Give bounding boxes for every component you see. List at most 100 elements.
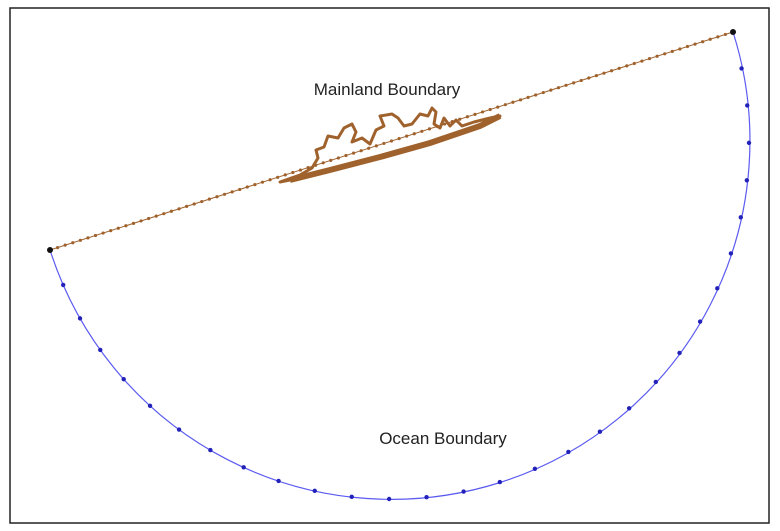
ocean-node [715,286,720,291]
mainland-node [541,90,545,95]
mainland-node [253,183,257,187]
mainland-node [564,83,568,87]
mainland-node [260,180,265,184]
ocean-node [566,449,571,455]
mainland-node [78,238,82,242]
ocean-node [597,429,603,434]
mainland-node [397,136,401,141]
mainland-boundary [49,31,734,251]
mainland-node [420,129,424,133]
ocean-node [312,488,317,493]
ocean-node [241,465,246,470]
mainland-node [329,158,333,162]
mainland-node [663,52,667,56]
mainland-node [238,187,242,192]
mainland-node [71,241,75,245]
mainland-node [298,168,303,172]
mainland-node [632,61,636,66]
mainland-node [503,103,507,107]
ocean-node [121,376,126,382]
mainland-node [427,127,432,131]
ocean-node [208,447,213,453]
mainland-node [609,69,614,73]
ocean-node [77,316,83,321]
ocean-node [98,347,103,353]
mainland-node [685,44,690,49]
endpoint [47,247,53,253]
endpoint [730,29,736,35]
mainland-node [389,139,394,143]
mainland-node [473,112,477,116]
mainland-node [185,204,189,208]
mainland-node [526,95,530,99]
ocean-node [626,406,632,411]
mainland-node [192,202,196,206]
mainland-node [169,209,174,213]
mainland-node [86,236,90,240]
mainland-node [647,57,652,61]
mainland-node [701,40,705,44]
mainland-node [556,86,561,90]
mainland-node [139,219,143,223]
mainland-node [147,216,151,221]
mainland-node [63,243,67,247]
ocean-node [497,479,503,485]
mainland-node [480,110,485,114]
mainland-node [177,207,181,211]
mainland-node [162,212,166,216]
mainland-node [602,71,606,75]
mainland-node [321,161,325,165]
mainland-node [93,233,98,238]
mainland-node [154,214,158,218]
mainland-node [374,144,378,148]
mainland-node [716,35,720,39]
ocean-node [147,403,153,408]
mainland-node [336,156,340,160]
mainland-node [367,146,371,150]
mainland-node [511,100,515,104]
mainland-node [359,149,363,153]
mainland-node [534,93,538,97]
mainland-node [693,42,697,46]
ocean-node [677,350,682,356]
mainland-node [405,134,409,138]
mainland-node [617,66,621,70]
ocean-node [424,495,429,500]
mainland-node [549,88,553,92]
mainland-node [587,76,591,80]
mainland-node [283,173,287,177]
ocean-node [728,251,734,256]
mainland-node [625,64,629,68]
ocean-node [739,66,744,71]
mainland-node [443,122,447,126]
mainland-node [131,221,136,225]
mainland-node [723,32,728,37]
mainland-node [708,37,712,41]
ocean-node [276,478,281,484]
mainland-node [670,49,674,53]
mainland-node [109,229,113,233]
ocean-node [349,494,354,500]
mainland-node [655,54,659,58]
mainland-label: Mainland Boundary [314,80,461,99]
mainland-node [101,231,105,235]
mainland-node [496,105,500,109]
ocean-node [697,319,703,324]
mainland-node [640,59,644,63]
mainland-node [488,107,492,112]
ocean-node [60,282,66,288]
mainland-node [572,81,576,85]
mainland-node [579,78,583,83]
ocean-node [746,140,752,146]
ocean-node [745,103,750,108]
mainland-node [678,47,682,51]
ocean-node [532,466,538,472]
mainland-node [594,74,599,78]
mainland-node [465,115,469,119]
mainland-node [200,199,204,204]
mainland-node [518,98,523,102]
mainland-node [124,224,128,228]
ocean-label: Ocean Boundary [379,429,507,448]
